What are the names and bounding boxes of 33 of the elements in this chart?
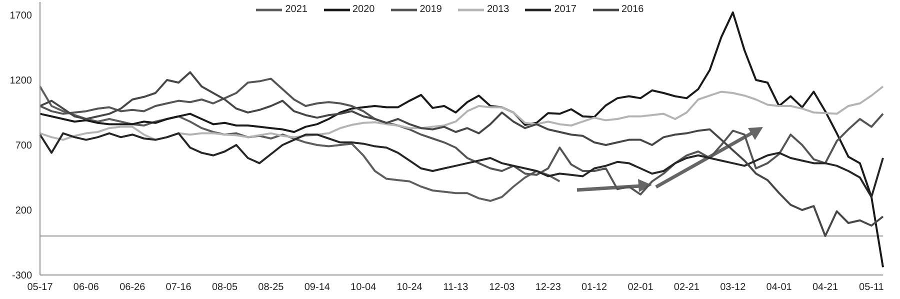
x-tick-label: 09-14 <box>304 282 330 294</box>
x-tick-label: 06-06 <box>73 282 100 294</box>
y-tick-label: 1700 <box>10 10 32 22</box>
x-tick-label: 04-21 <box>812 282 838 294</box>
legend-label: 2019 <box>420 4 442 15</box>
line-series <box>39 11 884 268</box>
line-series <box>39 86 884 141</box>
x-tick-label: 02-01 <box>628 282 654 294</box>
x-tick-label: 08-05 <box>212 282 238 294</box>
x-tick-label: 05-11 <box>859 282 884 294</box>
x-tick-label: 04-01 <box>766 282 792 294</box>
line-series <box>39 71 884 237</box>
y-tick-label: 700 <box>15 140 32 152</box>
y-tick-label: 1200 <box>10 76 32 87</box>
legend-label: 2021 <box>285 4 308 15</box>
x-tick-label: 06-26 <box>120 282 146 294</box>
x-tick-label: 08-25 <box>258 282 284 294</box>
x-tick-label: 12-03 <box>489 282 516 294</box>
x-tick-label: 02-21 <box>674 282 700 294</box>
x-tick-label: 07-16 <box>166 282 192 294</box>
y-tick-label: -300 <box>12 270 32 282</box>
legend-label: 2020 <box>352 4 375 15</box>
y-tick-label: 200 <box>15 206 32 217</box>
legend-label: 2013 <box>487 4 510 15</box>
x-tick-label: 12-23 <box>535 282 562 294</box>
legend-label: 2016 <box>622 4 644 15</box>
x-tick-label: 03-12 <box>720 282 746 294</box>
legend-label: 2017 <box>554 4 576 15</box>
x-tick-label: 11-13 <box>443 282 469 294</box>
x-tick-label: 10-04 <box>350 282 377 294</box>
x-tick-label: 10-24 <box>396 282 423 294</box>
x-tick-label: 01-12 <box>582 282 608 294</box>
x-tick-label: 05-17 <box>27 282 54 294</box>
